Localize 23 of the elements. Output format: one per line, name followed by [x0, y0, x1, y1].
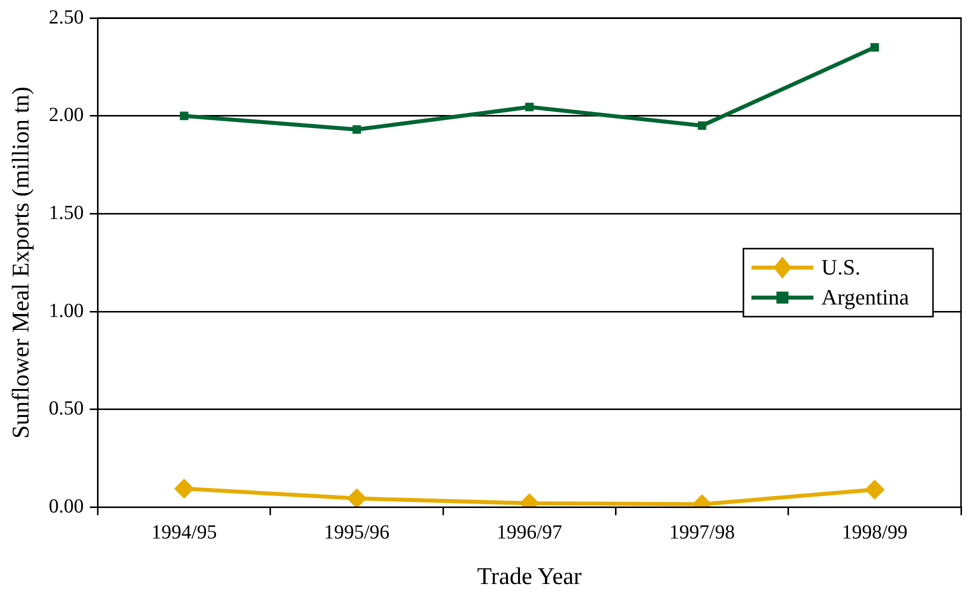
y-tick-label: 1.00	[48, 300, 84, 322]
y-tick-label: 2.00	[48, 104, 84, 126]
legend-label: U.S.	[821, 254, 861, 280]
point	[698, 121, 706, 130]
x-tick-label: 1997/98	[669, 521, 735, 544]
point	[525, 102, 534, 112]
x-tick-label: 1995/96	[324, 521, 390, 544]
point	[346, 488, 367, 508]
y-tick-label: 0.00	[48, 495, 84, 518]
y-tick-label: 2.50	[48, 6, 84, 28]
x-tick-label: 1998/99	[842, 521, 908, 544]
y-tick-label: 1.50	[48, 202, 84, 224]
x-tick-label: 1996/97	[496, 521, 562, 544]
legend-label: Argentina	[821, 284, 910, 310]
point	[174, 478, 194, 499]
y-tick-label: 0.50	[48, 398, 84, 420]
x-tick-label: 1994/95	[151, 521, 217, 544]
point	[180, 112, 188, 120]
y-axis-title: Sunflower Meal Exports (million tn)	[8, 86, 35, 439]
x-axis-title: Trade Year	[477, 564, 582, 590]
point	[870, 43, 879, 52]
point	[352, 125, 362, 134]
point	[864, 480, 885, 500]
